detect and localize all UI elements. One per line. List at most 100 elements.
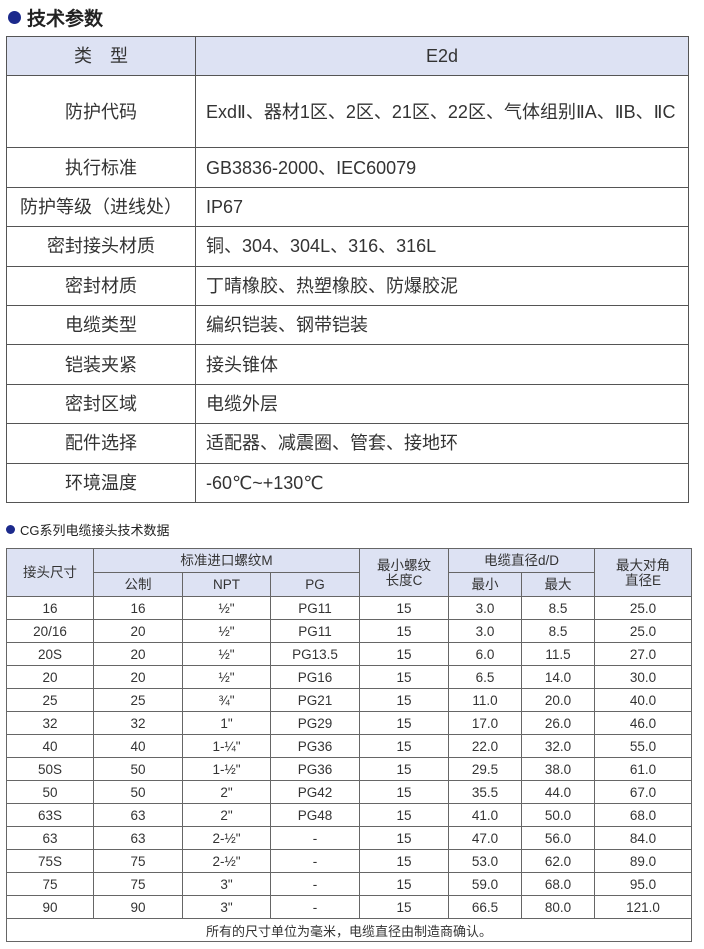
param-value: -60℃~+130℃ <box>195 462 689 503</box>
table-row: 63 63 2-½" -15 47.0 56.0 84.0 <box>6 826 692 850</box>
table-cell: 1-¼" <box>182 734 271 758</box>
table-cell: 8.5 <box>521 619 595 643</box>
table-cell: 16 <box>93 596 183 620</box>
param-name: 环境温度 <box>6 462 196 503</box>
table-cell: 50 <box>93 757 183 781</box>
param-name: 电缆类型 <box>6 304 196 346</box>
table-header-row: 类 型 E2d <box>6 35 689 77</box>
table-cell: 15 <box>359 619 449 643</box>
table-cell: 20 <box>93 642 183 666</box>
table-cell: 3.0 <box>448 619 522 643</box>
table-cell: 53.0 <box>448 849 522 873</box>
table-row: 密封接头材质 铜、304、304L、316、316L <box>6 226 689 267</box>
table-row: 32 32 1" PG29 15 17.0 26.0 46.0 <box>6 711 692 735</box>
header-pg: PG <box>270 572 360 597</box>
table-cell: - <box>270 849 360 873</box>
param-value: GB3836-2000、IEC60079 <box>195 147 689 188</box>
header-npt: NPT <box>182 572 271 597</box>
table-cell: 50S <box>6 757 94 781</box>
header-cable: 电缆直径d/D <box>448 548 595 573</box>
param-value: 铜、304、304L、316、316L <box>195 226 689 267</box>
table-cell: 90 <box>93 895 183 919</box>
table-cell: 30.0 <box>594 665 692 689</box>
table-cell: 121.0 <box>594 895 692 919</box>
cg-data-table: 接头尺寸 标准进口螺纹M 最小螺纹长度C 电缆直径d/D 最大对角直径E 公制 NPT PG… <box>6 548 692 942</box>
table-cell: 55.0 <box>594 734 692 758</box>
table-row: 75 75 3" -15 59.0 68.0 95.0 <box>6 872 692 896</box>
table-cell: 95.0 <box>594 872 692 896</box>
table-cell: 50.0 <box>521 803 595 827</box>
table-cell: 1" <box>182 711 271 735</box>
table-row: 50 50 2" PG42 15 35.5 44.0 67.0 <box>6 780 692 804</box>
table-cell: 63 <box>6 826 94 850</box>
table-cell: PG36 <box>270 734 360 758</box>
param-value: 适配器、减震圈、管套、接地环 <box>195 423 689 464</box>
table-cell: ½" <box>182 665 271 689</box>
table-cell: 50 <box>93 780 183 804</box>
table-row: 环境温度 -60℃~+130℃ <box>6 462 689 503</box>
table-cell: 75 <box>93 849 183 873</box>
table-cell: 15 <box>359 780 449 804</box>
table-row: 密封区域 电缆外层 <box>6 383 689 425</box>
table-cell: 11.0 <box>448 688 522 712</box>
table-cell: 15 <box>359 711 449 735</box>
param-value: ExdⅡ、器材1区、2区、21区、22区、气体组别ⅡA、ⅡB、ⅡC <box>195 75 689 149</box>
table-cell: 84.0 <box>594 826 692 850</box>
table-cell: 17.0 <box>448 711 522 735</box>
table-row: 防护代码 ExdⅡ、器材1区、2区、21区、22区、气体组别ⅡA、ⅡB、ⅡC <box>6 75 689 149</box>
param-value: IP67 <box>195 186 689 228</box>
table-cell: 2-½" <box>182 849 271 873</box>
table-cell: 26.0 <box>521 711 595 735</box>
table-cell: 63S <box>6 803 94 827</box>
table-cell: 11.5 <box>521 642 595 666</box>
table-cell: PG11 <box>270 596 360 620</box>
table-row: 配件选择 适配器、减震圈、管套、接地环 <box>6 423 689 464</box>
table-cell: 59.0 <box>448 872 522 896</box>
table-cell: 20S <box>6 642 94 666</box>
header-thread: 标准进口螺纹M <box>93 548 360 573</box>
table-cell: ½" <box>182 642 271 666</box>
table-cell: 25 <box>6 688 94 712</box>
section-title-tech-params: 技术参数 <box>8 4 103 31</box>
table-cell: 25.0 <box>594 619 692 643</box>
table-cell: 75S <box>6 849 94 873</box>
section-title-cg-data: CG系列电缆接头技术数据 <box>6 520 170 539</box>
table-cell: 27.0 <box>594 642 692 666</box>
table-cell: 50 <box>6 780 94 804</box>
table-row: 25 25 ¾" PG21 15 11.0 20.0 40.0 <box>6 688 692 712</box>
table-cell: 68.0 <box>594 803 692 827</box>
table-cell: 20/16 <box>6 619 94 643</box>
table-row: 电缆类型 编织铠装、钢带铠装 <box>6 304 689 346</box>
table-row: 40 40 1-¼" PG36 15 22.0 32.0 55.0 <box>6 734 692 758</box>
param-name: 执行标准 <box>6 147 196 188</box>
table-cell: 63 <box>93 826 183 850</box>
table-cell: 44.0 <box>521 780 595 804</box>
table-row: 密封材质 丁晴橡胶、热塑橡胶、防爆胶泥 <box>6 265 689 306</box>
table-cell: 25.0 <box>594 596 692 620</box>
table-cell: 29.5 <box>448 757 522 781</box>
table-cell: 2" <box>182 780 271 804</box>
table-cell: 15 <box>359 665 449 689</box>
param-value: 电缆外层 <box>195 383 689 425</box>
param-name: 防护代码 <box>6 75 196 149</box>
tech-params-table: 类 型 E2d 防护代码 ExdⅡ、器材1区、2区、21区、22区、气体组别ⅡA、Ⅱ… <box>6 35 689 503</box>
table-cell: 14.0 <box>521 665 595 689</box>
table-row: 防护等级（进线处） IP67 <box>6 186 689 228</box>
table-cell: 56.0 <box>521 826 595 850</box>
table-cell: 15 <box>359 596 449 620</box>
table-cell: - <box>270 872 360 896</box>
table-cell: 25 <box>93 688 183 712</box>
header-diag: 最大对角直径E <box>594 548 692 597</box>
table-cell: 47.0 <box>448 826 522 850</box>
table-cell: 15 <box>359 734 449 758</box>
table-cell: 15 <box>359 849 449 873</box>
table-row: 执行标准 GB3836-2000、IEC60079 <box>6 147 689 188</box>
table-cell: 1-½" <box>182 757 271 781</box>
table-cell: 90 <box>6 895 94 919</box>
param-name: 铠装夹紧 <box>6 344 196 385</box>
param-value: 接头锥体 <box>195 344 689 385</box>
table-row: 20S 20 ½" PG13.5 15 6.0 11.5 27.0 <box>6 642 692 666</box>
param-name: 防护等级（进线处） <box>6 186 196 228</box>
table-cell: 67.0 <box>594 780 692 804</box>
table-cell: 46.0 <box>594 711 692 735</box>
